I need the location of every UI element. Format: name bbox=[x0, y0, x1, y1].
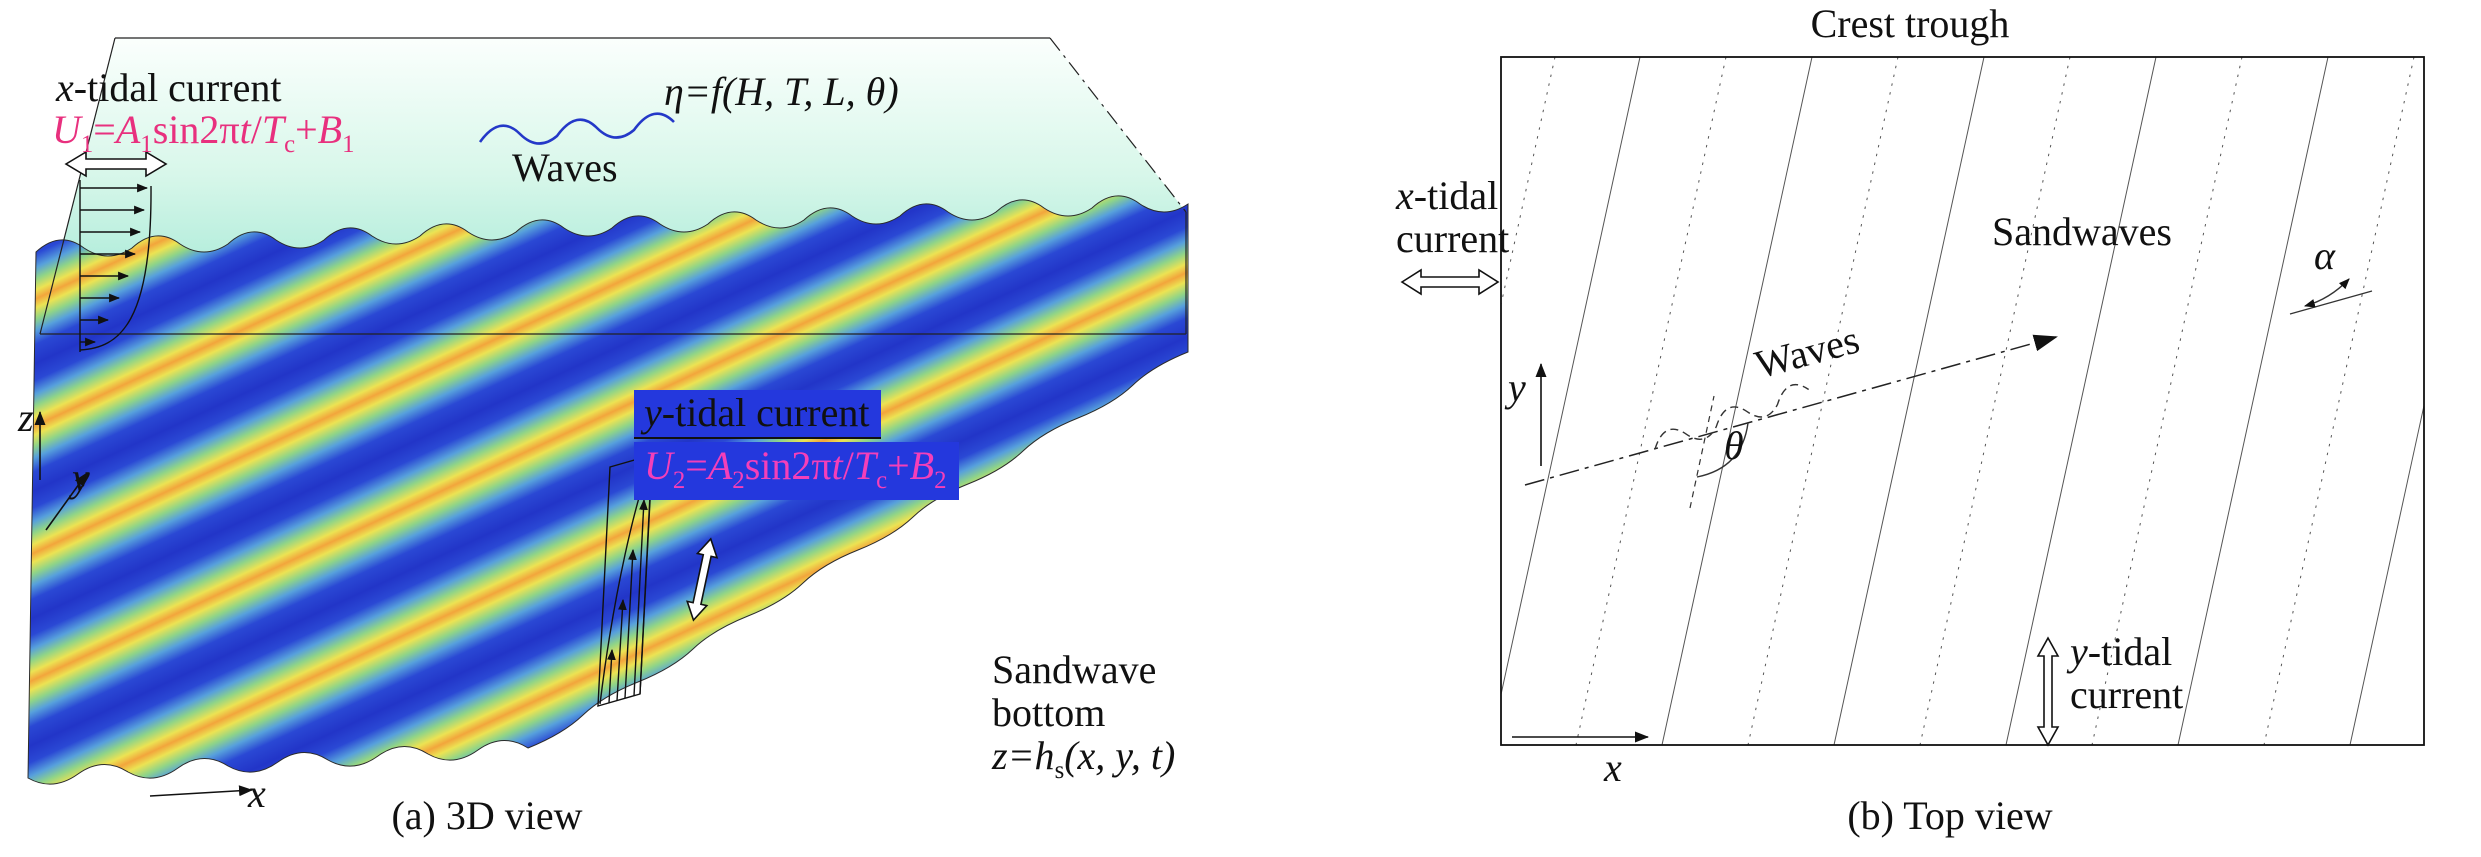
crest-trough-lines bbox=[1501, 57, 2424, 745]
y-tidal-double-arrow-icon bbox=[2036, 636, 2060, 747]
box-left-edge bbox=[39, 37, 116, 335]
profile-envelope bbox=[79, 185, 152, 351]
axes-top bbox=[1512, 363, 1649, 743]
topview-border bbox=[1500, 56, 2425, 746]
y-velocity-profile bbox=[597, 454, 656, 707]
box-hidden-edge bbox=[1049, 37, 1187, 213]
wave-squiggle-top bbox=[1654, 383, 1810, 450]
trough-lines bbox=[1501, 57, 2415, 745]
x-velocity-profile bbox=[79, 180, 152, 352]
box-wireframe bbox=[39, 37, 1187, 335]
wave-direction-arrow bbox=[1524, 334, 2058, 486]
panel-a-graphics bbox=[27, 37, 1189, 797]
alpha-angle-mark bbox=[2289, 278, 2373, 315]
panel-b-graphics bbox=[1400, 56, 2425, 747]
y-axis-arrow bbox=[45, 472, 88, 531]
surface-wave-squiggle bbox=[478, 112, 675, 145]
sandwave-surface bbox=[27, 195, 1189, 785]
x-oscillation-double-arrow-icon bbox=[64, 150, 168, 178]
axes-3d bbox=[34, 411, 253, 797]
theta-angle-mark bbox=[1689, 395, 1749, 509]
crest-lines bbox=[1501, 57, 2424, 745]
x-axis-arrow bbox=[149, 785, 253, 797]
y-oscillation-double-arrow-icon bbox=[686, 537, 719, 622]
x-tidal-double-arrow-icon bbox=[1400, 268, 1500, 296]
